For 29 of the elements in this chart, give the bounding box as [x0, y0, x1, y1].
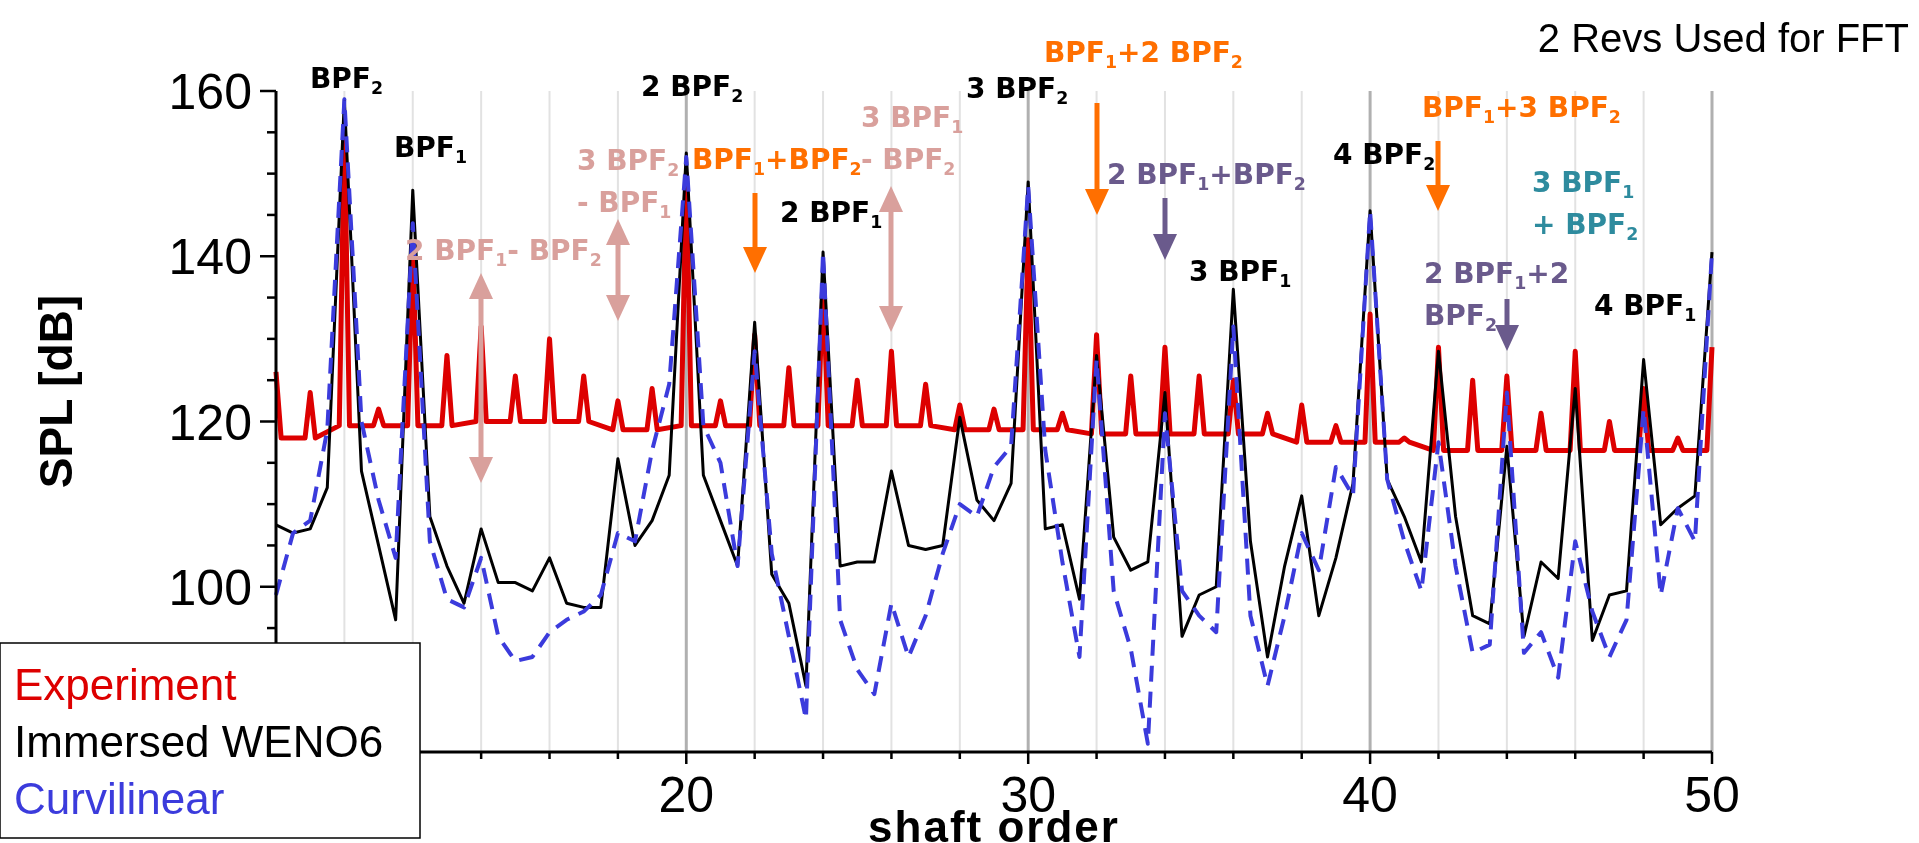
y-tick-label: 140	[168, 229, 252, 286]
y-tick-label: 120	[168, 394, 252, 451]
text: Curvilinear	[14, 774, 225, 823]
annotation: 3 BPF$_{1}$	[1189, 255, 1292, 292]
x-tick-label: 50	[1684, 767, 1740, 823]
text: 2 BPF$_{1}$+2 BPF$_{2}$	[1424, 257, 1570, 336]
y-tick-label: 100	[168, 559, 252, 616]
text: Experiment	[14, 660, 237, 709]
annotation: BPF$_{1}$	[394, 131, 468, 168]
text: Immersed WENO6	[14, 717, 384, 766]
annotation: 3 BPF$_{2}$ - BPF$_{1}$	[577, 144, 680, 223]
y-tick-label: 160	[168, 64, 252, 120]
annotation: 2 BPF$_{1}$+BPF$_{2}$	[1107, 158, 1306, 195]
annotation: 3 BPF$_{1}$ + BPF$_{2}$	[1532, 166, 1639, 245]
annotation: 2 BPF$_{1}$	[780, 196, 883, 233]
text: 2 Revs Used for FFT	[1537, 16, 1909, 60]
annotation: BPF$_{1}$+3 BPF$_{2}$	[1422, 91, 1621, 128]
text: BPF$_{1}$+2 BPF$_{2}$	[1044, 36, 1243, 73]
annotation: 2 BPF$_{2}$	[641, 70, 744, 107]
x-tick-label: 20	[658, 767, 715, 823]
annotation: 4 BPF$_{2}$	[1333, 138, 1436, 175]
annotation: 4 BPF$_{1}$	[1594, 289, 1697, 326]
annotation: BPF$_{2}$	[310, 62, 384, 99]
annotation: 2 BPF$_{1}$- BPF$_{2}$	[405, 234, 602, 271]
annotation: BPF$_{1}$+BPF$_{2}$	[692, 143, 862, 180]
x-tick-label: 40	[1342, 767, 1398, 823]
y-axis-title: SPL [dB]	[30, 294, 83, 489]
annotation: 3 BPF$_{1}$ - BPF$_{2}$	[861, 101, 964, 180]
annotation: 3 BPF$_{2}$	[966, 72, 1069, 109]
